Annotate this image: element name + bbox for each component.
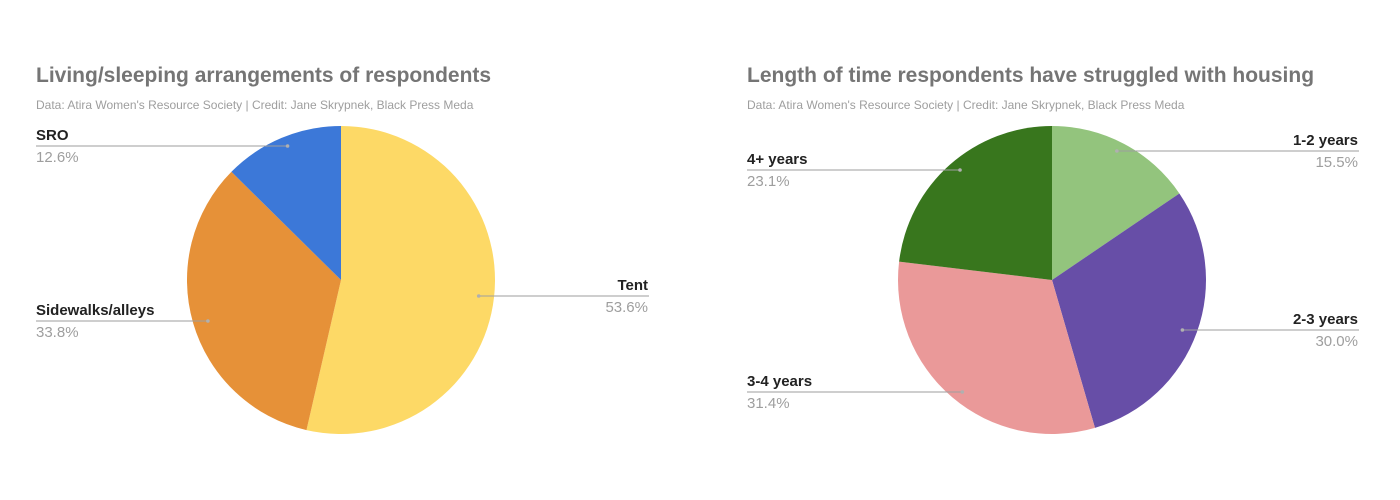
pie-slice-sro	[231, 126, 341, 280]
chart-title: Living/sleeping arrangements of responde…	[36, 64, 492, 87]
leader-dot-tent	[476, 294, 481, 298]
leader-dot-sro	[285, 144, 290, 148]
leader-dot-1-2-years	[1115, 149, 1119, 153]
slice-value-3-4-years: 31.4%	[747, 395, 790, 412]
pie-slice-1-2-years	[1052, 126, 1180, 280]
leader-dot-3-4-years	[960, 390, 965, 394]
pie-slice-sidewalks-alleys	[187, 171, 341, 431]
pie-chart-housing-duration: Length of time respondents have struggle…	[747, 0, 1387, 500]
chart-title: Length of time respondents have struggle…	[747, 64, 1315, 87]
chart-subtitle: Data: Atira Women's Resource Society | C…	[747, 98, 1185, 112]
pie-slice-2-3-years	[1052, 193, 1206, 428]
slice-value-2-3-years: 30.0%	[1315, 333, 1358, 350]
pie-slice-3-4-years	[898, 261, 1095, 434]
slice-value-tent: 53.6%	[605, 299, 648, 316]
slice-label-sidewalks-alleys: Sidewalks/alleys	[36, 302, 154, 319]
slice-label-sro: SRO	[36, 127, 69, 144]
slice-label-2-3-years: 2-3 years	[1293, 311, 1358, 328]
slice-label-1-2-years: 1-2 years	[1293, 132, 1358, 149]
pie-plot: 1-2 years 15.5% 2-3 years 30.0% 3-4 years 31.…	[747, 126, 1359, 434]
leader-dot-sidewalks-alleys	[206, 319, 210, 323]
pie-chart-living-arrangements: Living/sleeping arrangements of responde…	[36, 0, 676, 500]
slice-label-3-4-years: 3-4 years	[747, 373, 812, 390]
pie-slice-4-years	[899, 126, 1052, 280]
slice-value-sro: 12.6%	[36, 149, 79, 166]
pie-plot: Tent 53.6% Sidewalks/alleys 33.8% SRO 12.6%	[36, 126, 649, 434]
leader-dot-4-years	[958, 168, 962, 172]
slice-value-sidewalks-alleys: 33.8%	[36, 324, 79, 341]
slice-value-4-years: 23.1%	[747, 173, 790, 190]
chart-subtitle: Data: Atira Women's Resource Society | C…	[36, 98, 474, 112]
slice-label-tent: Tent	[617, 277, 648, 294]
slice-label-4-years: 4+ years	[747, 151, 807, 168]
pie-slice-tent	[306, 126, 495, 434]
leader-dot-2-3-years	[1180, 328, 1185, 332]
slice-value-1-2-years: 15.5%	[1315, 154, 1358, 171]
